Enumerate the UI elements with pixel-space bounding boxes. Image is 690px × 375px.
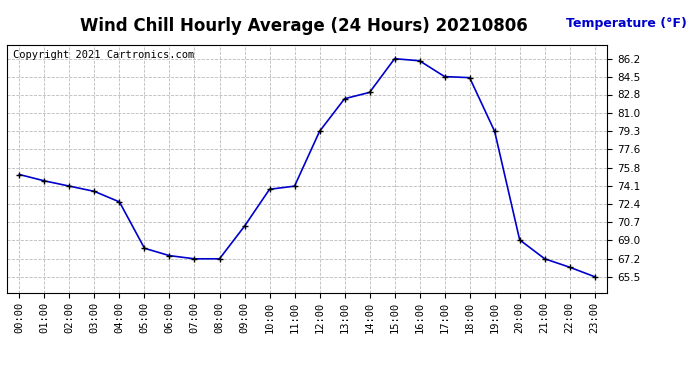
Text: Temperature (°F): Temperature (°F) xyxy=(566,17,687,30)
Text: Copyright 2021 Cartronics.com: Copyright 2021 Cartronics.com xyxy=(13,50,194,60)
Text: Wind Chill Hourly Average (24 Hours) 20210806: Wind Chill Hourly Average (24 Hours) 202… xyxy=(80,17,527,35)
